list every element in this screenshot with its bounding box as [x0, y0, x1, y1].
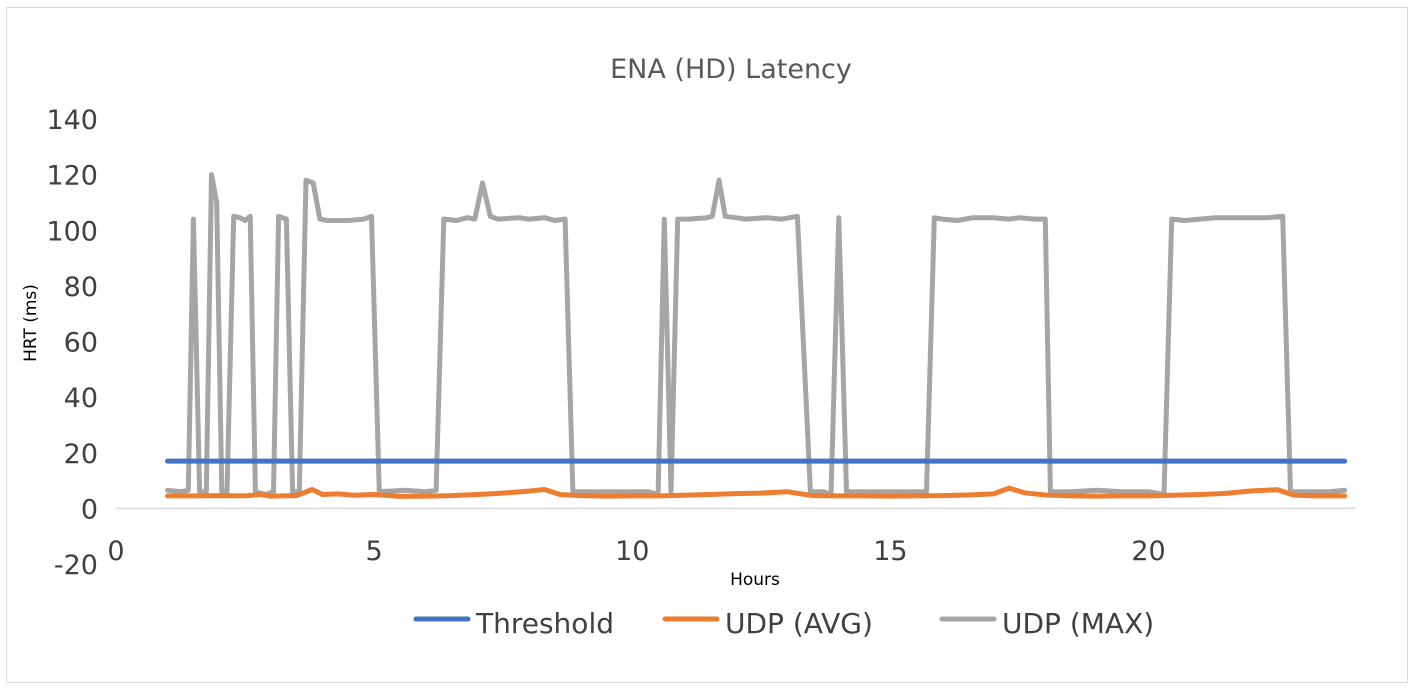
y-tick-label: 140	[46, 105, 98, 136]
y-tick-label: 0	[81, 494, 98, 525]
legend: Threshold UDP (AVG) UDP (MAX)	[413, 607, 1154, 640]
x-tick-label: 10	[615, 536, 649, 567]
legend-label: UDP (MAX)	[1002, 607, 1154, 640]
y-tick-label: 20	[64, 439, 98, 470]
x-tick-labels: 0 5 10 15 20	[107, 536, 1165, 567]
y-tick-label: 120	[46, 161, 98, 192]
y-tick-label: 100	[46, 216, 98, 247]
series-line-udp-avg	[165, 485, 1348, 499]
y-tick-label: 60	[64, 328, 98, 359]
series-line-udp-max	[165, 172, 1348, 497]
y-tick-labels: -20 0 20 40 60 80 100 120 140	[46, 105, 98, 581]
x-axis-label: Hours	[730, 570, 780, 590]
x-tick-label: 0	[107, 536, 124, 567]
y-tick-label: 80	[64, 272, 98, 303]
x-tick-label: 20	[1131, 536, 1165, 567]
series-lines	[165, 172, 1348, 499]
chart-frame	[6, 7, 1408, 683]
chart-title: ENA (HD) Latency	[610, 54, 852, 85]
x-tick-label: 15	[873, 536, 907, 567]
x-tick-label: 5	[366, 536, 383, 567]
legend-label: UDP (AVG)	[725, 607, 873, 640]
y-tick-label: -20	[54, 550, 98, 581]
y-tick-label: 40	[64, 383, 98, 414]
y-axis-label: HRT (ms)	[21, 284, 41, 362]
legend-label: Threshold	[475, 607, 614, 640]
